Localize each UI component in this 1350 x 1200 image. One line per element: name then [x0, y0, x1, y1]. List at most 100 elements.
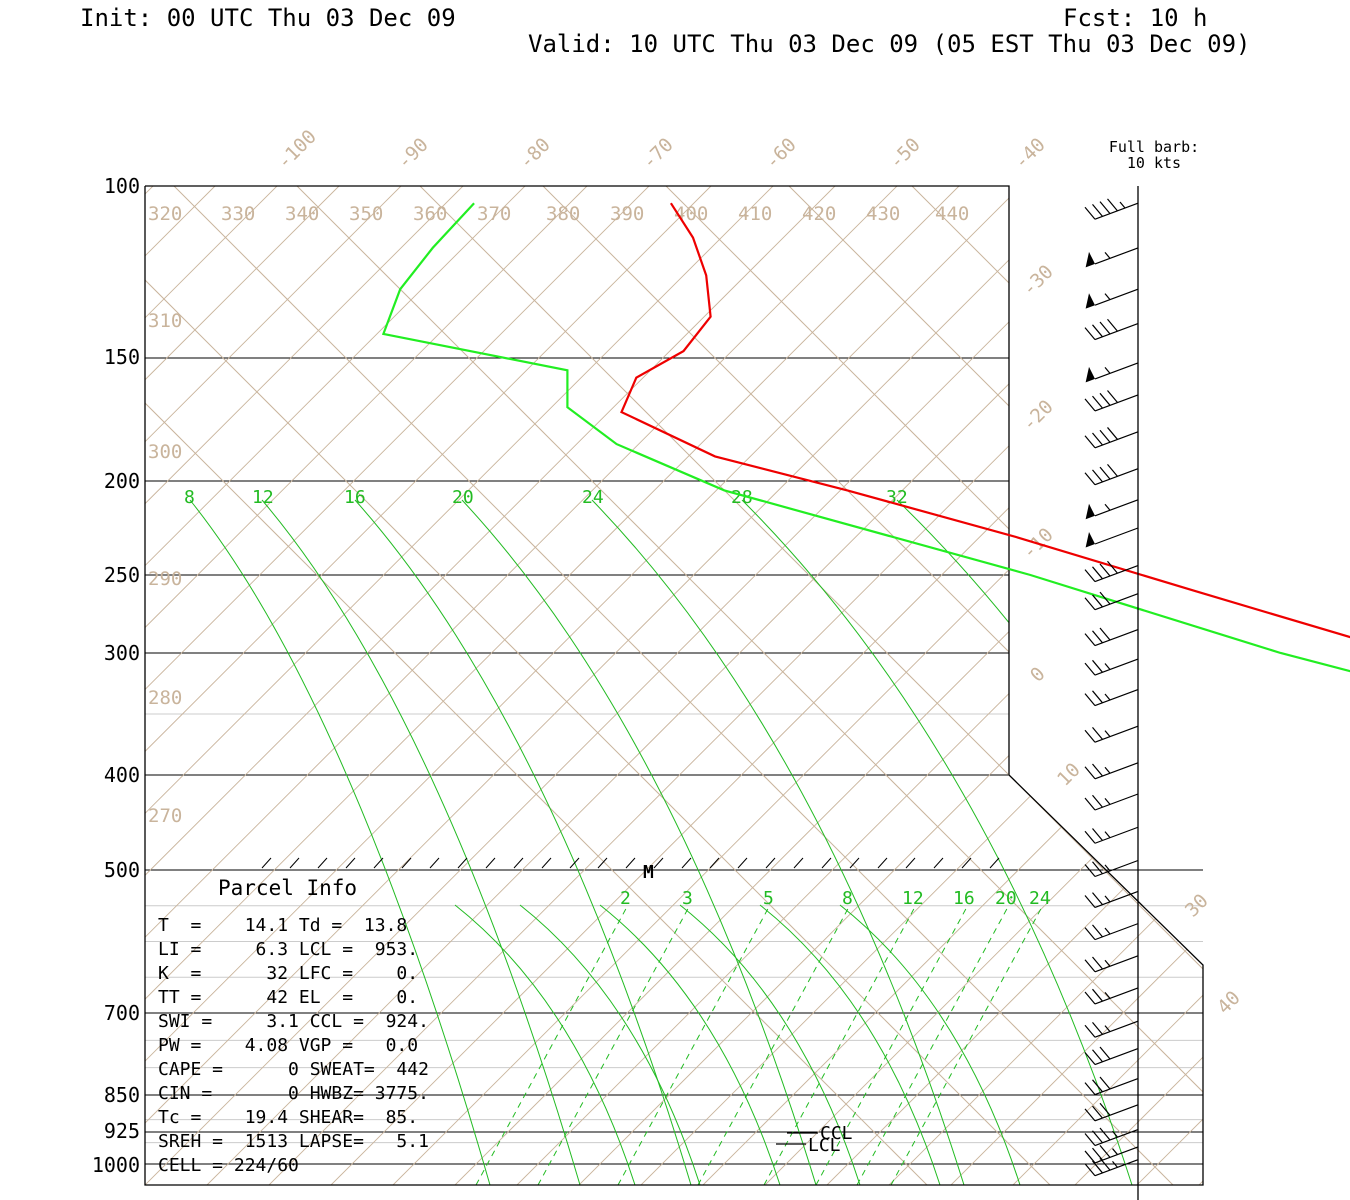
wind-barb: [1084, 560, 1139, 583]
theta-label-310: 310: [148, 310, 182, 332]
isotherm-line: [145, 186, 928, 1185]
mixing-label-8: 8: [184, 487, 195, 508]
pressure-label-850: 850: [104, 1083, 140, 1107]
dry-adiabat-line: [702, 186, 1203, 1185]
parcel-info-row: CIN = 0 HWBZ= 3775.: [158, 1083, 429, 1104]
dry-adiabat-line: [145, 186, 836, 1185]
wind-barb-flag: [1084, 1108, 1096, 1122]
theta-label-300: 300: [148, 441, 182, 463]
dry-adiabat-line: [145, 186, 712, 1185]
wind-barb-flag: [1084, 864, 1096, 877]
wind-barb: [1084, 318, 1139, 341]
dry-adiabat-line: [950, 186, 1203, 1185]
wind-barb-shaft: [1094, 1047, 1139, 1066]
wind-barb-flag: [1107, 560, 1118, 574]
mixing-ratio-curve: [189, 499, 491, 1185]
hatch-mark: [513, 857, 524, 869]
dry-adiabat-line: [1136, 186, 1203, 1185]
isotherm-line: [419, 186, 1203, 1185]
wind-barb: [1084, 1127, 1139, 1147]
wind-barb-flag: [1099, 392, 1111, 406]
dry-adiabat-line: [392, 186, 1203, 1185]
wind-barb-shaft: [1094, 658, 1139, 676]
dry-adiabat-line: [888, 186, 1203, 1185]
dry-adiabat-line: [1261, 186, 1350, 1185]
hatch-mark: [765, 857, 776, 869]
wind-barb-half-flag: [1104, 663, 1111, 670]
mixing-ratio-curve: [354, 499, 692, 1185]
wind-barb-shaft: [1094, 1159, 1139, 1177]
pressure-label-925: 925: [104, 1119, 140, 1143]
wind-barb-shaft: [1094, 762, 1139, 780]
mixing-ratio-dashed: [856, 904, 1010, 1185]
hatch-mark: [541, 857, 552, 869]
parcel-info-row: CELL = 224/60: [158, 1155, 299, 1176]
wind-barb-flag: [1084, 569, 1096, 582]
isotherm-line: [542, 186, 1203, 1185]
mixing-label-24: 24: [582, 487, 604, 508]
isotherm-line: [911, 186, 1203, 1185]
wind-barb-flag: [1084, 206, 1096, 220]
parcel-info-row: Tc = 19.4 SHEAR= 85.: [158, 1107, 418, 1128]
mixing-ratio-dashed: [475, 904, 629, 1185]
parcel-info-title: Parcel Info: [218, 876, 357, 900]
pressure-label-150: 150: [104, 345, 140, 369]
wind-barb-flag: [1107, 427, 1118, 440]
wind-barb: [1084, 955, 1139, 973]
plot-frame: [144, 185, 1204, 1186]
hatch-mark: [289, 857, 300, 869]
wind-barb-flag: [1092, 1022, 1103, 1035]
barb-legend-line2: 10 kts: [1127, 154, 1181, 172]
wind-barb-flag: [1099, 1102, 1111, 1116]
hatch-mark: [681, 857, 692, 869]
pressure-label-400: 400: [104, 763, 140, 787]
mixing-ratio-dashed: [890, 904, 1044, 1185]
wind-barb-shaft: [1094, 362, 1139, 380]
wind-barb: [1084, 1076, 1139, 1096]
wind-barb: [1084, 1102, 1139, 1122]
dewpoint-trace: [381, 202, 1350, 673]
wind-barb-flag: [1084, 662, 1096, 676]
wind-barb: [1084, 725, 1139, 743]
mixing-label-20: 20: [452, 487, 474, 508]
dry-adiabat-line: [145, 186, 1146, 1185]
hatch-mark: [401, 857, 412, 869]
moist-adiabat-curve: [454, 904, 636, 1185]
wind-barb-flag: [1092, 1105, 1103, 1119]
wind-barb-flag: [1084, 1150, 1096, 1164]
wind-barb-flag: [1084, 693, 1096, 706]
isotherm-line: [788, 186, 1203, 1185]
mixing-label-16-lower: 16: [953, 888, 975, 909]
parcel-info-row: TT = 42 EL = 0.: [158, 987, 418, 1008]
wind-barb-flag: [1084, 1163, 1096, 1177]
wind-barbs: [1084, 198, 1139, 1177]
theta-label-330: 330: [221, 203, 255, 225]
dry-adiabat-line: [145, 186, 526, 1185]
wind-barb-flag: [1092, 204, 1103, 217]
wind-barb-shaft: [1094, 431, 1139, 449]
wind-barb-flag: [1092, 956, 1103, 970]
wind-barb-flag: [1092, 659, 1103, 673]
wind-barb: [1084, 987, 1139, 1005]
wind-barb: [1084, 689, 1139, 707]
moist-adiabat-curve: [759, 904, 941, 1185]
wind-barb-shaft: [1094, 394, 1139, 412]
parcel-info-row: SREH = 1513 LAPSE= 5.1: [158, 1131, 429, 1152]
wind-barb-flag: [1107, 198, 1118, 212]
wind-barb-shaft: [1094, 288, 1139, 306]
hatch-mark: [457, 857, 468, 869]
wind-barb-flag: [1099, 563, 1111, 577]
hatch-mark: [849, 857, 860, 869]
wind-barb: [1085, 288, 1139, 309]
dry-adiabat-line: [145, 186, 1084, 1185]
wind-barb-flag: [1099, 429, 1111, 443]
wind-barb-half-flag: [1104, 251, 1111, 259]
wind-barb-flag: [1092, 1049, 1103, 1063]
dry-adiabat-line: [145, 186, 1022, 1185]
wind-barb-flag: [1092, 690, 1103, 704]
wind-barb-half-flag: [1112, 1148, 1118, 1155]
moist-adiabat-curve: [519, 904, 701, 1185]
mixing-label-12: 12: [252, 487, 274, 508]
wind-barb-flag: [1092, 892, 1103, 906]
